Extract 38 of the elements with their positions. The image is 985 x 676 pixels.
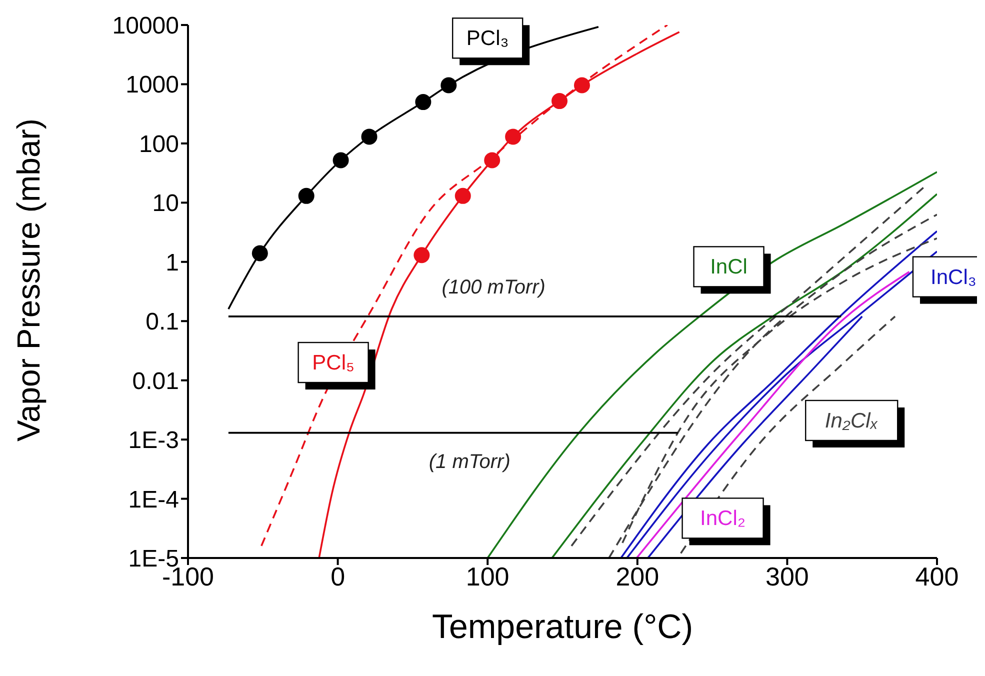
y-tick-label: 1E-3 [128,427,179,454]
series-label: InCl₂ [700,507,746,530]
point [552,93,568,110]
series-label: InCl [710,256,748,279]
point [574,77,590,94]
y-tick-label: 1 [166,249,179,276]
point [415,94,432,110]
x-tick-label: 200 [616,561,660,592]
x-tick-label: 100 [466,561,510,592]
point [252,245,268,262]
y-tick-label: 10 [152,190,179,218]
point [440,77,457,94]
y-tick-label: 0.1 [146,308,179,336]
y-tick-label: 0.01 [132,368,179,395]
annotation: (1 mTorr) [428,450,510,473]
point [505,128,522,145]
point [361,128,378,145]
series-label: PCl₅ [312,352,354,375]
line-series [228,26,600,310]
y-tick-label: 10000 [112,12,179,40]
annotation: (100 mTorr) [442,276,546,299]
point [484,152,500,168]
point [332,152,349,168]
point [454,188,471,204]
series-label: InCl₃ [930,266,976,289]
line-series [680,316,896,554]
series-label: PCl₃ [466,27,509,50]
point [298,188,314,204]
x-axis-title: Temperature (°C) [432,608,694,646]
y-axis-title: Vapor Pressure (mbar) [10,118,46,442]
y-tick-label: 100 [138,130,179,158]
x-tick-label: 300 [766,561,809,592]
text: In₂Clₓ [824,409,878,432]
y-tick-label: 1E-4 [128,486,179,514]
y-tick-label: 1000 [126,72,179,99]
x-tick-label: 0 [330,561,346,592]
point [414,247,430,264]
x-tick-label: 400 [915,561,959,592]
